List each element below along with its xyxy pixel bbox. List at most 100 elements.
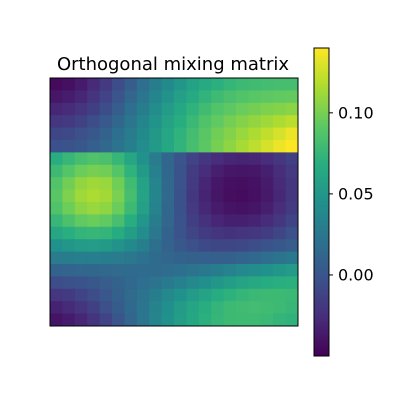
heatmap-cell: [112, 115, 125, 128]
heatmap-cell: [136, 102, 150, 116]
heatmap-cell: [74, 189, 88, 203]
heatmap-cell: [273, 115, 286, 128]
heatmap-cell: [174, 164, 187, 178]
heatmap-cell: [174, 276, 187, 290]
heatmap-cell: [50, 301, 63, 314]
heatmap-cell: [260, 288, 274, 302]
heatmap-cell: [260, 140, 274, 153]
heatmap-cell: [285, 152, 299, 166]
heatmap-cell: [149, 301, 162, 314]
heatmap-cell: [248, 78, 262, 91]
heatmap-cell: [50, 78, 63, 91]
heatmap-cell: [248, 202, 262, 215]
heatmap-cell: [186, 140, 200, 153]
heatmap-cell: [273, 127, 286, 141]
heatmap-cell: [248, 226, 262, 240]
heatmap-cell: [285, 202, 299, 215]
heatmap-cell: [273, 251, 286, 265]
heatmap-cell: [273, 226, 286, 240]
heatmap-cell: [198, 264, 212, 277]
heatmap-cell: [211, 239, 224, 252]
heatmap-cell: [248, 214, 262, 228]
heatmap-cell: [161, 251, 175, 265]
heatmap-cell: [236, 140, 249, 153]
heatmap-cell: [260, 251, 274, 265]
heatmap-cell: [112, 313, 125, 327]
heatmap-cell: [285, 127, 299, 141]
heatmap-cell: [50, 115, 63, 128]
heatmap-cell: [99, 214, 113, 228]
heatmap-cell: [99, 202, 113, 215]
heatmap-cell: [87, 90, 100, 104]
heatmap-cell: [74, 251, 88, 265]
heatmap-cell: [99, 226, 113, 240]
heatmap-cell: [260, 102, 274, 116]
heatmap-cell: [112, 177, 125, 190]
heatmap-cell: [74, 239, 88, 252]
heatmap-cell: [124, 276, 138, 290]
heatmap-cell: [198, 202, 212, 215]
heatmap-cell: [124, 239, 138, 252]
heatmap-cell: [112, 102, 125, 116]
heatmap-cell: [112, 239, 125, 252]
heatmap-cell: [161, 102, 175, 116]
heatmap-cell: [285, 90, 299, 104]
heatmap-cell: [223, 264, 237, 277]
heatmap-cell: [260, 202, 274, 215]
heatmap-cell: [198, 288, 212, 302]
heatmap-cell: [136, 78, 150, 91]
colorbar-tick-label: 0.05: [338, 184, 374, 203]
heatmap-cell: [112, 288, 125, 302]
heatmap-cell: [273, 313, 286, 327]
heatmap-cell: [50, 226, 63, 240]
heatmap-cell: [273, 152, 286, 166]
heatmap-cell: [74, 301, 88, 314]
heatmap-cell: [186, 301, 200, 314]
heatmap-cell: [99, 251, 113, 265]
heatmap-cell: [124, 78, 138, 91]
heatmap-cell: [236, 301, 249, 314]
heatmap-cell: [161, 177, 175, 190]
heatmap-cell: [149, 90, 162, 104]
heatmap-cell: [161, 78, 175, 91]
heatmap-cell: [223, 177, 237, 190]
heatmap-cell: [174, 264, 187, 277]
heatmap-cell: [136, 313, 150, 327]
heatmap-cell: [62, 301, 76, 314]
heatmap-cell: [198, 140, 212, 153]
heatmap-cell: [198, 127, 212, 141]
heatmap-cell: [99, 140, 113, 153]
heatmap-cell: [186, 164, 200, 178]
heatmap-cell: [260, 264, 274, 277]
heatmap-cell: [50, 276, 63, 290]
colorbar-tick-label: 0.00: [338, 265, 374, 284]
heatmap-cell: [161, 226, 175, 240]
heatmap-cell: [186, 152, 200, 166]
heatmap-cell: [50, 90, 63, 104]
heatmap-cell: [174, 140, 187, 153]
heatmap-cell: [136, 301, 150, 314]
heatmap-cell: [223, 127, 237, 141]
heatmap-cell: [198, 78, 212, 91]
heatmap-cell: [273, 276, 286, 290]
heatmap-cell: [149, 127, 162, 141]
heatmap-cell: [149, 288, 162, 302]
heatmap-cell: [174, 239, 187, 252]
heatmap-cell: [99, 102, 113, 116]
heatmap-cell: [285, 226, 299, 240]
heatmap-cell: [248, 301, 262, 314]
heatmap-cell: [50, 251, 63, 265]
heatmap-cell: [161, 164, 175, 178]
heatmap-cell: [186, 127, 200, 141]
heatmap-cell: [273, 78, 286, 91]
heatmap-cell: [50, 239, 63, 252]
heatmap-cell: [211, 90, 224, 104]
heatmap-cell: [149, 102, 162, 116]
heatmap-cell: [248, 313, 262, 327]
heatmap-cell: [248, 288, 262, 302]
heatmap-cell: [87, 288, 100, 302]
heatmap-cell: [223, 313, 237, 327]
heatmap-cell: [211, 276, 224, 290]
heatmap: [50, 78, 299, 327]
heatmap-cell: [112, 251, 125, 265]
